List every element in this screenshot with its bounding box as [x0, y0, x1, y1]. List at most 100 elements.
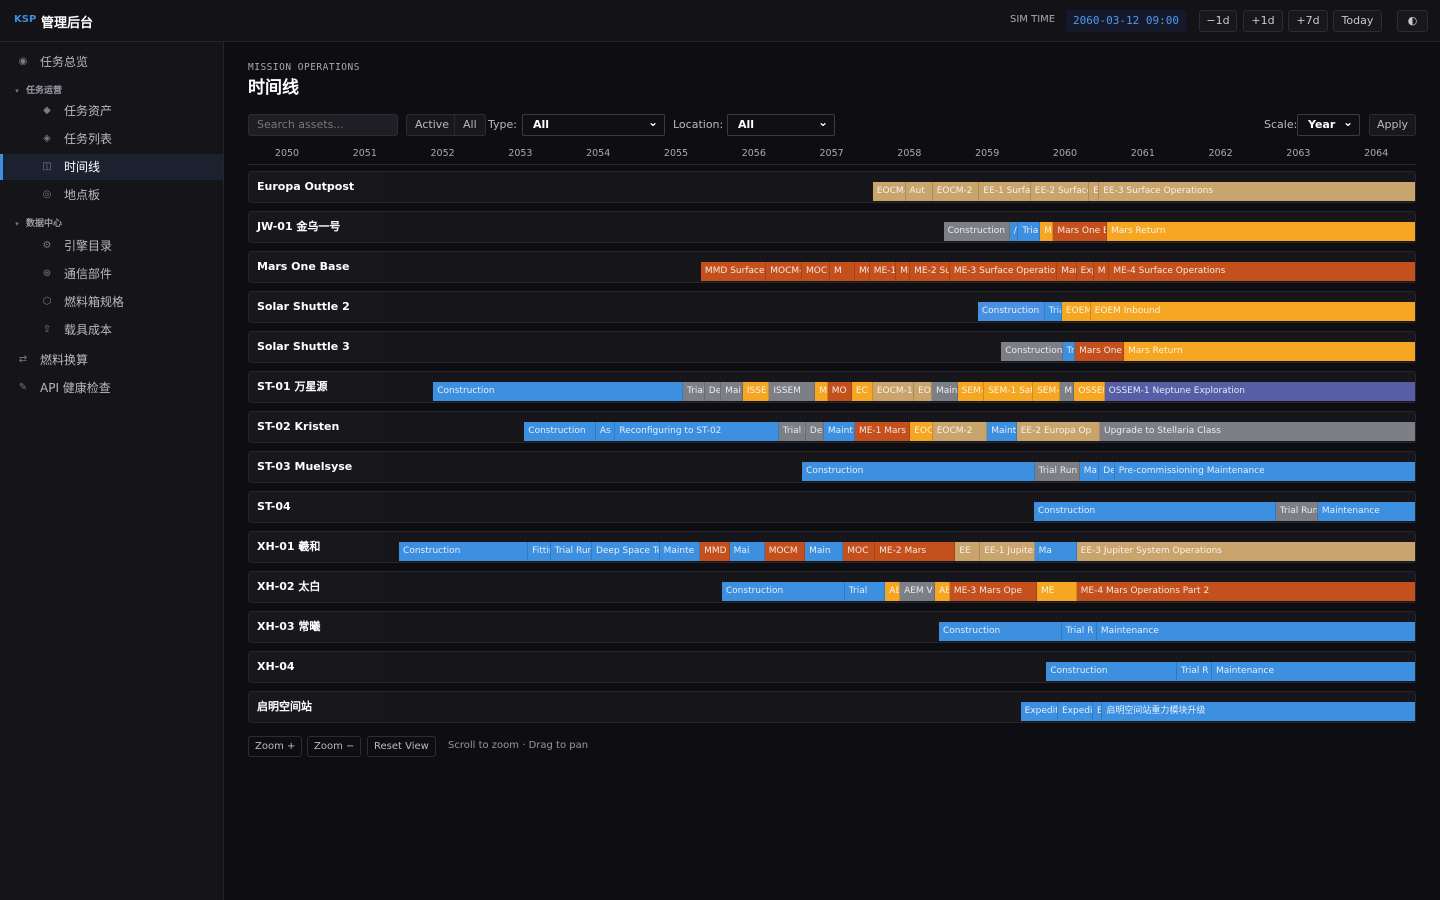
nav-item[interactable]: ◉ 任务总览 [0, 49, 223, 75]
segment[interactable]: M [1040, 222, 1054, 241]
segment[interactable]: AE [885, 582, 901, 601]
segment[interactable]: MOCM [764, 542, 806, 561]
segment[interactable]: ME-4 Surface Operations [1109, 262, 1415, 281]
segment[interactable]: EC [851, 382, 873, 401]
segment[interactable]: De [805, 422, 824, 441]
segment[interactable]: Ma [1034, 542, 1077, 561]
segment[interactable]: Main [931, 382, 958, 401]
nav-item[interactable]: ⚙ 引擎目录 [0, 233, 223, 259]
timeline-row[interactable]: Solar Shuttle 2 Construction Tria EOEM EOEM … [248, 291, 1416, 323]
segment[interactable]: SEM- [1033, 382, 1061, 401]
segment[interactable]: AEM V [900, 582, 936, 601]
plus-day-button[interactable]: +1d [1243, 10, 1283, 32]
segment[interactable]: Construction [802, 462, 1035, 481]
segment[interactable]: Main [805, 542, 844, 561]
segment[interactable]: ME-1 [869, 262, 897, 281]
segment[interactable]: Mar [1057, 262, 1077, 281]
timeline-row[interactable]: ST-04 Construction Trial Run Maintenance [248, 491, 1416, 523]
segment[interactable]: MC [854, 262, 870, 281]
segment[interactable]: Maintenance [1317, 502, 1415, 521]
segment[interactable]: Upgrade to Stellaria Class [1100, 422, 1415, 441]
segment[interactable]: Mars One E [1053, 222, 1107, 241]
segment[interactable]: SEM-1 Sat [984, 382, 1034, 401]
segment[interactable]: ISSEM [769, 382, 816, 401]
segment[interactable]: EE-3 Surface Operations [1099, 182, 1415, 201]
segment[interactable]: Expedi [1057, 702, 1093, 721]
segment[interactable]: Mai [729, 542, 765, 561]
segment[interactable]: EOEM Inbound [1090, 302, 1415, 321]
segment[interactable]: E [1089, 182, 1100, 201]
filter-active[interactable]: Active [406, 114, 459, 136]
segment[interactable]: SEM- [957, 382, 985, 401]
segment[interactable]: EOCM-1 [872, 382, 915, 401]
timeline-row[interactable]: Europa Outpost EOCM-1 Aut EOCM-2 EE-1 Surfac… [248, 171, 1416, 203]
segment[interactable]: Pre-commissioning Maintenance [1114, 462, 1415, 481]
segment[interactable]: ME-2 Su [910, 262, 950, 281]
nav-item[interactable]: ◆ 任务资产 [0, 98, 223, 124]
filter-all[interactable]: All [454, 114, 486, 136]
minus-day-button[interactable]: −1d [1199, 10, 1237, 32]
nav-item[interactable]: ⊛ 通信部件 [0, 261, 223, 287]
timeline-row[interactable]: XH-01 羲和 Construction Fittin Trial Run Deep … [248, 531, 1416, 563]
segment[interactable]: Exp [1076, 262, 1094, 281]
segment[interactable]: Trial Run [1275, 502, 1318, 521]
segment[interactable]: EE-1 Jupiter [980, 542, 1035, 561]
segment[interactable]: Maint [823, 422, 855, 441]
segment[interactable]: Trial [1018, 222, 1041, 241]
segment[interactable]: EE [955, 542, 981, 561]
segment[interactable]: MOC [802, 262, 831, 281]
segment[interactable]: Tria [1044, 302, 1062, 321]
segment[interactable]: Construction [938, 622, 1062, 641]
segment[interactable]: MOC [843, 542, 876, 561]
plus-week-button[interactable]: +7d [1288, 10, 1328, 32]
timeline-row[interactable]: 启明空间站 Expedit ExpediE 启明空间站重力模块升级 [248, 691, 1416, 723]
timeline-row[interactable]: Solar Shuttle 3 Construction Tr Mars One Mar… [248, 331, 1416, 363]
sim-time[interactable]: 2060-03-12 09:00 [1066, 10, 1186, 32]
theme-toggle[interactable]: ◐ [1397, 10, 1428, 32]
scale-select[interactable]: Year [1297, 112, 1360, 136]
zoom-out-button[interactable]: Zoom − [307, 736, 362, 757]
segment[interactable]: OSSEM [1074, 382, 1105, 401]
reset-view-button[interactable]: Reset View [367, 736, 436, 757]
nav-item[interactable]: ◎ 地点板 [0, 182, 223, 208]
segment[interactable]: EE-2 Surface [1030, 182, 1090, 201]
segment[interactable]: M [1060, 382, 1075, 401]
segment[interactable]: Construction [524, 422, 596, 441]
timeline-row[interactable]: ST-02 Kristen Construction As Reconfiguring… [248, 411, 1416, 443]
nav-item[interactable]: ◈ 任务列表 [0, 126, 223, 152]
segment[interactable]: OSSEM-1 Neptune Exploration [1104, 382, 1415, 401]
segment[interactable]: AE [935, 582, 950, 601]
segment[interactable]: ISSE [742, 382, 770, 401]
segment[interactable]: ME-3 Surface Operatio [949, 262, 1058, 281]
segment[interactable]: Construction [1001, 342, 1063, 361]
segment[interactable]: M [815, 382, 828, 401]
segment[interactable]: M [830, 262, 855, 281]
segment[interactable]: ME-1 Mars [854, 422, 911, 441]
segment[interactable]: ME-4 Mars Operations Part 2 [1076, 582, 1415, 601]
zoom-in-button[interactable]: Zoom + [248, 736, 303, 757]
segment[interactable]: Trial R [1061, 622, 1097, 641]
segment[interactable]: EOC [910, 422, 933, 441]
segment[interactable]: Mars One [1075, 342, 1125, 361]
timeline-row[interactable]: ST-03 Muelsyse Construction Trial Run Ma De P… [248, 451, 1416, 483]
nav-item[interactable]: ⬡ 燃料箱规格 [0, 289, 223, 315]
type-select[interactable]: All [522, 112, 665, 136]
segment[interactable]: MOCM- [766, 262, 803, 281]
segment[interactable]: EE-1 Surfac [979, 182, 1031, 201]
segment[interactable]: Reconfiguring to ST-02 [615, 422, 779, 441]
segment[interactable]: E [1093, 702, 1103, 721]
nav-item[interactable]: ⇄ 燃料换算 [0, 347, 223, 373]
segment[interactable]: Ma [1079, 462, 1100, 481]
segment[interactable]: As [595, 422, 616, 441]
segment[interactable]: Construction [977, 302, 1045, 321]
segment[interactable]: Construction [1033, 502, 1276, 521]
segment[interactable]: Trial [683, 382, 705, 401]
segment[interactable]: Trial R [778, 422, 806, 441]
segment[interactable]: Maint [987, 422, 1017, 441]
segment[interactable]: Expedit [1020, 702, 1058, 721]
search-input[interactable]: Search assets... [248, 114, 398, 136]
segment[interactable]: De [1099, 462, 1115, 481]
segment[interactable]: MO [827, 382, 852, 401]
segment[interactable]: Construction [721, 582, 845, 601]
